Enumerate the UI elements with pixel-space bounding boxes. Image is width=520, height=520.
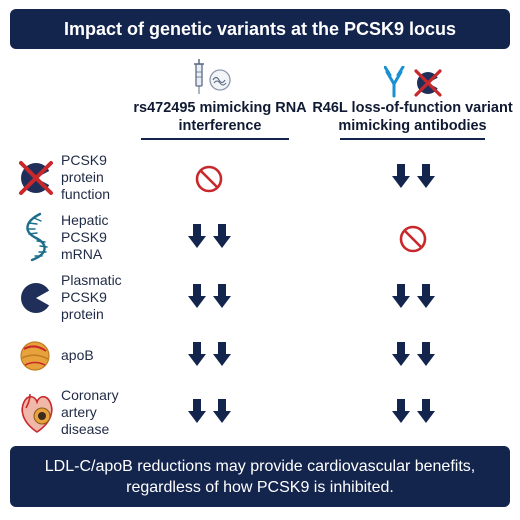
row-label-line: protein (61, 169, 104, 185)
row-label-line: protein (61, 306, 104, 322)
down-arrow-icon (392, 164, 410, 188)
antibody-blocked-pcsk9-icon (384, 66, 442, 98)
down-arrow-icon (213, 284, 231, 308)
decrease-indicator (392, 342, 435, 366)
down-arrow-icon (417, 164, 435, 188)
row-label-line: Plasmatic (61, 272, 122, 288)
column-header-rna-interference: rs472495 mimicking RNA interference (133, 100, 307, 134)
no-effect-icon (195, 165, 223, 193)
down-arrow-icon (392, 342, 410, 366)
down-arrow-icon (392, 399, 410, 423)
row-label-line: artery (61, 404, 97, 420)
no-effect-indicator (398, 224, 428, 259)
decrease-indicator (188, 342, 231, 366)
down-arrow-icon (213, 342, 231, 366)
down-arrow-icon (417, 342, 435, 366)
lipoprotein-particle-icon (20, 341, 50, 371)
no-effect-icon (399, 225, 427, 253)
row-label-apob: apoB (61, 347, 94, 364)
row-label-line: PCSK9 (61, 289, 107, 305)
conclusion-line: regardless of how PCSK9 is inhibited. (126, 479, 394, 496)
pcsk9-protein-crossed-icon (19, 161, 53, 195)
pcsk9-protein-icon (21, 283, 52, 313)
decrease-indicator (392, 399, 435, 423)
down-arrow-icon (188, 284, 206, 308)
down-arrow-icon (417, 399, 435, 423)
column-divider (340, 138, 485, 140)
down-arrow-icon (188, 224, 206, 248)
down-arrow-icon (392, 284, 410, 308)
down-arrow-icon (188, 342, 206, 366)
decrease-indicator (392, 284, 435, 308)
mrna-strand-icon (26, 212, 48, 262)
column-header-antibodies: R46L loss-of-function variant mimicking … (312, 100, 513, 134)
title-banner: Impact of genetic variants at the PCSK9 … (10, 9, 510, 49)
row-label-line: mRNA (61, 246, 103, 262)
down-arrow-icon (213, 224, 231, 248)
no-effect-indicator (194, 164, 224, 199)
row-label-hepatic-pcsk9-mrna: Hepatic PCSK9 mRNA (61, 212, 108, 263)
conclusion-banner: LDL-C/apoB reductions may provide cardio… (10, 446, 510, 507)
decrease-indicator (188, 224, 231, 248)
decrease-indicator (392, 164, 435, 188)
page-title: Impact of genetic variants at the PCSK9 … (63, 19, 457, 39)
conclusion-line: LDL-C/apoB reductions may provide cardio… (44, 458, 476, 475)
decrease-indicator (188, 399, 231, 423)
row-label-line: Coronary (61, 387, 119, 403)
column-divider (141, 138, 289, 140)
row-label-plasmatic-pcsk9-protein: Plasmatic PCSK9 protein (61, 272, 122, 323)
down-arrow-icon (417, 284, 435, 308)
heart-artery-icon (21, 393, 53, 433)
down-arrow-icon (213, 399, 231, 423)
row-label-line: PCSK9 (61, 229, 107, 245)
row-label-pcsk9-protein-function: PCSK9 protein function (61, 152, 110, 203)
row-label-line: function (61, 186, 111, 202)
row-label-coronary-artery-disease: Coronary artery disease (61, 387, 119, 438)
syringe-rna-icon (194, 59, 231, 94)
decrease-indicator (188, 284, 231, 308)
row-label-line: PCSK9 (61, 152, 107, 168)
row-label-line: apoB (61, 347, 94, 363)
row-label-line: Hepatic (61, 212, 109, 228)
down-arrow-icon (188, 399, 206, 423)
row-label-line: disease (61, 421, 110, 437)
